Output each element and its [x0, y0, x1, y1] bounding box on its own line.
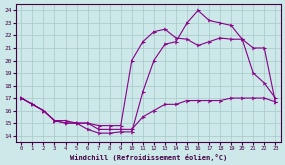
X-axis label: Windchill (Refroidissement éolien,°C): Windchill (Refroidissement éolien,°C) — [70, 154, 227, 161]
